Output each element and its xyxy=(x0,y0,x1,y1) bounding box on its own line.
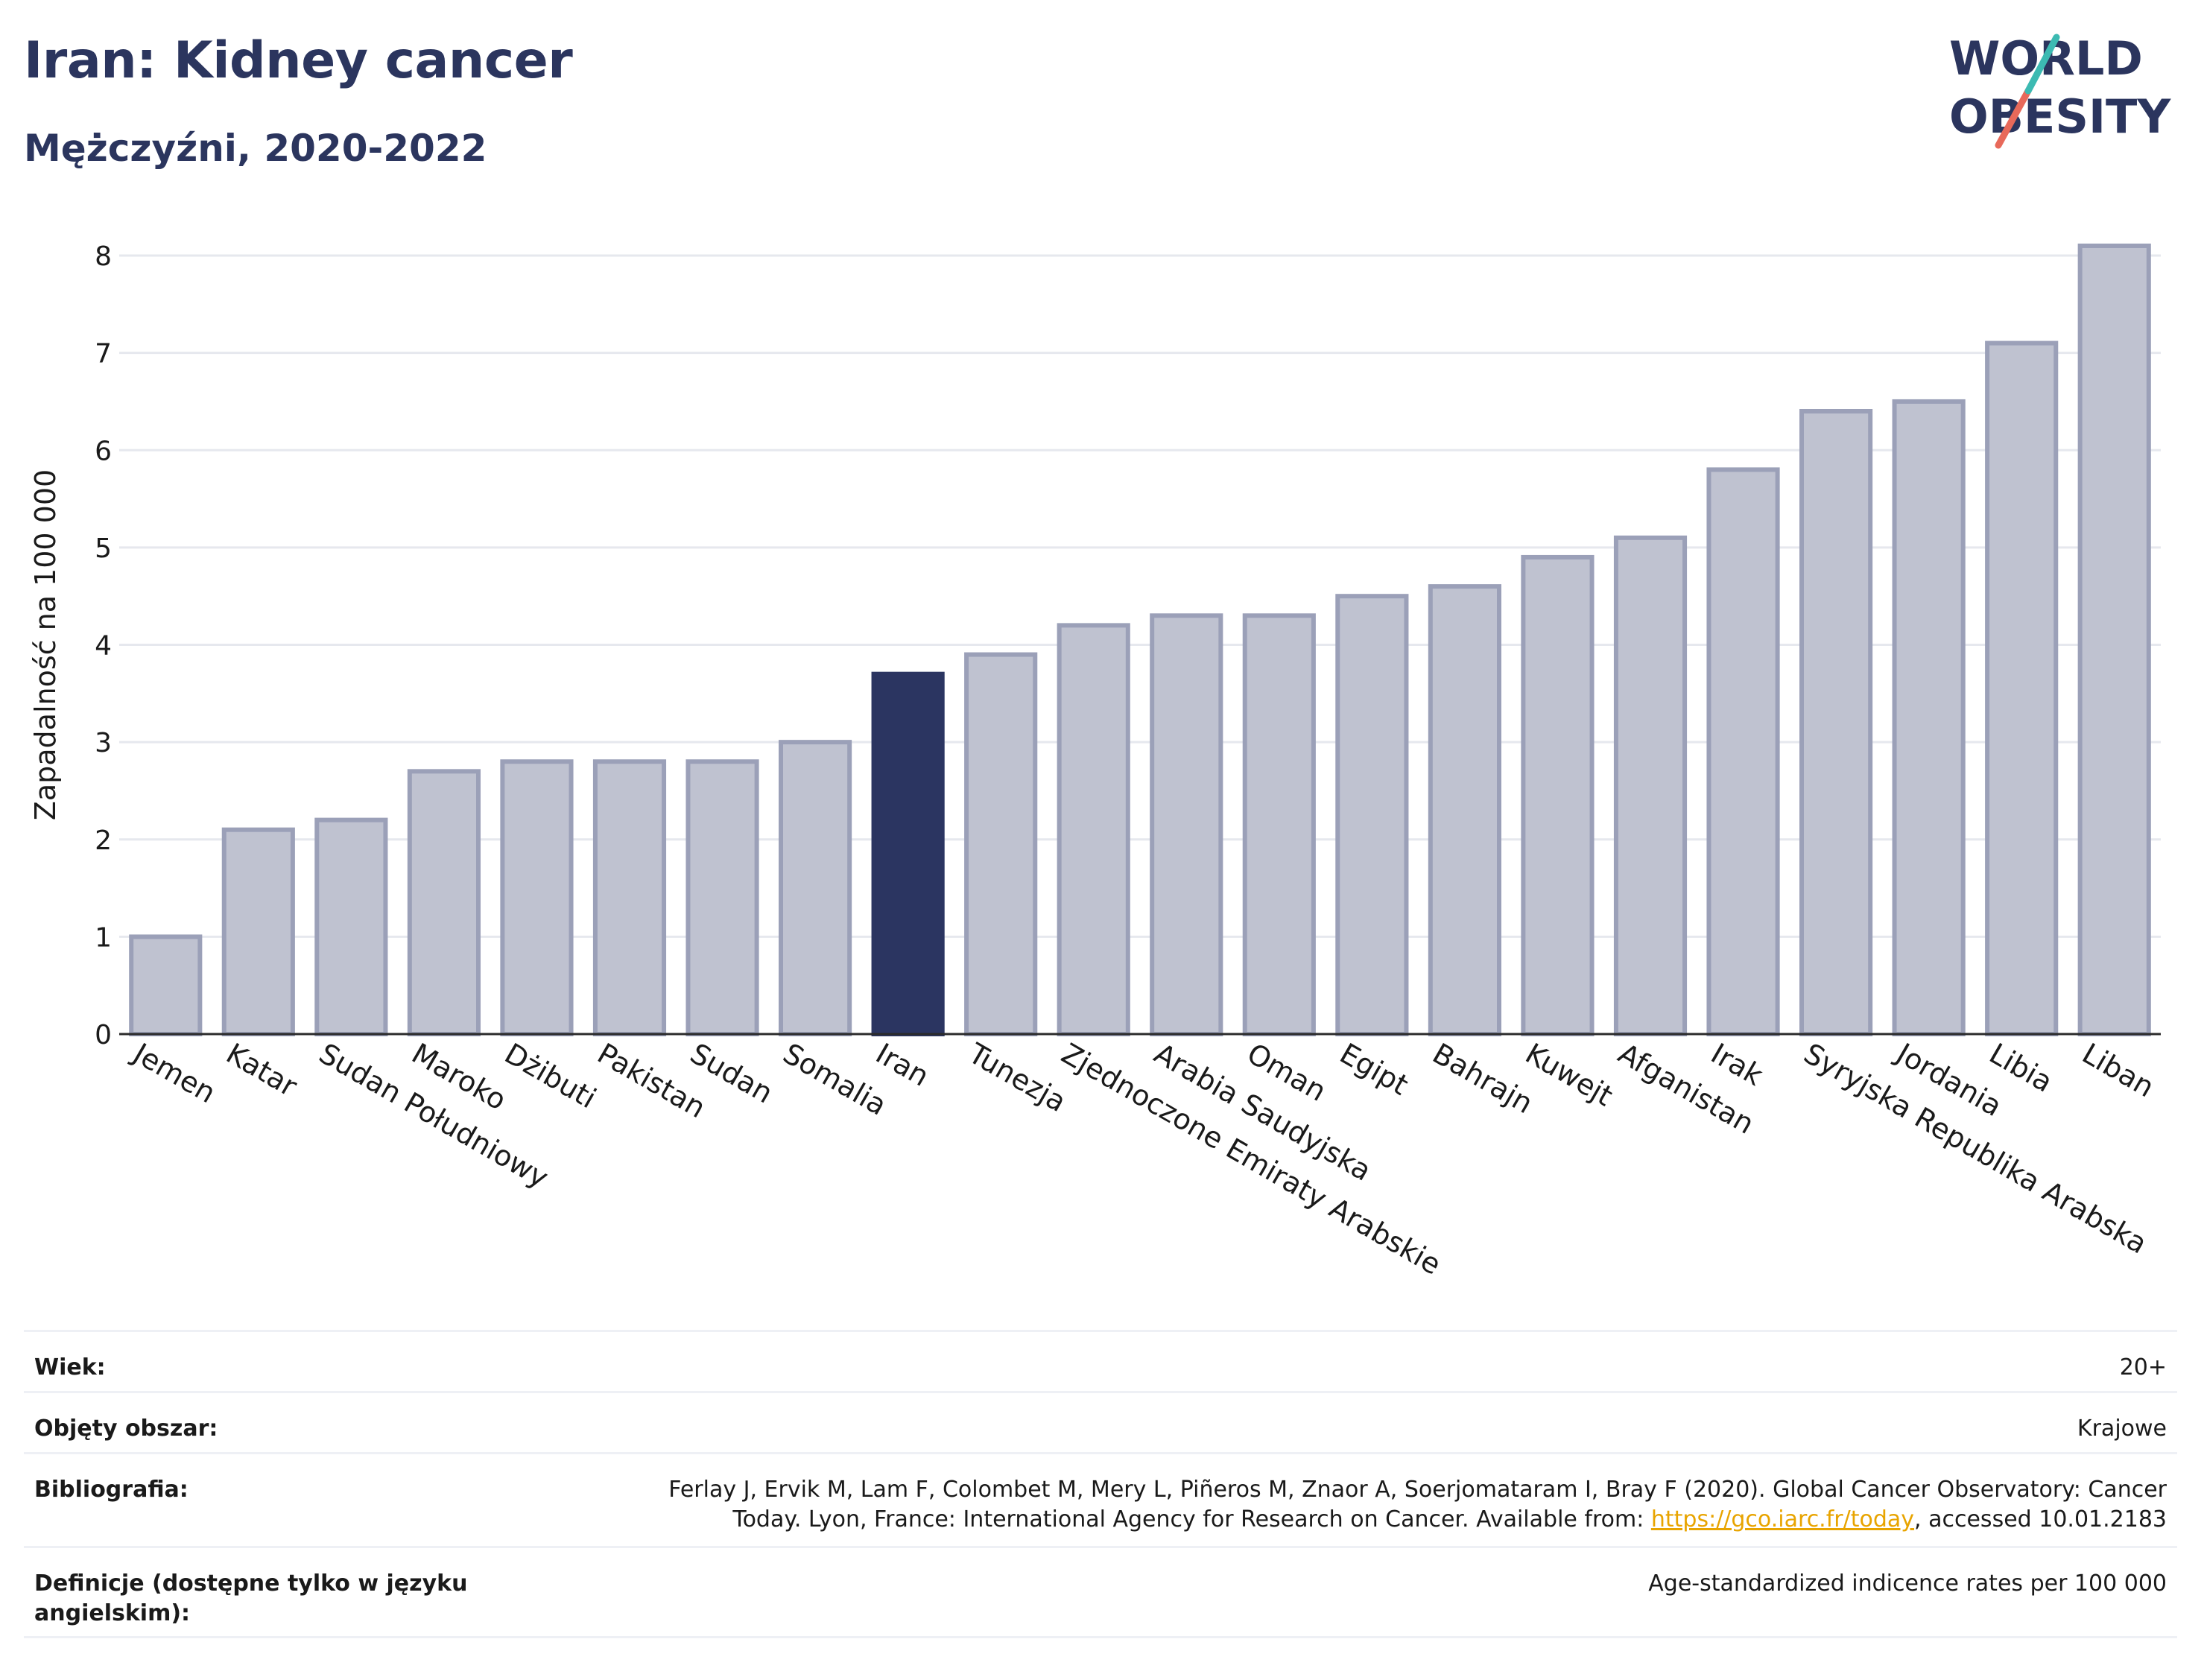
x-tick-label: Jemen xyxy=(127,1036,221,1110)
x-tick-label: Somalia xyxy=(778,1037,893,1122)
bar-somalia[interactable] xyxy=(779,740,852,1036)
meta-row-definitions: Definicje (dostępne tylko w języku angie… xyxy=(24,1546,2177,1638)
bar-syryjska-republika-arabska[interactable] xyxy=(1799,409,1873,1036)
bars xyxy=(129,243,2151,1036)
y-axis-label: Zapadalność na 100 000 xyxy=(29,469,62,820)
bar-jemen[interactable] xyxy=(129,934,203,1036)
bar-arabia-saudyjska[interactable] xyxy=(1150,613,1223,1036)
metadata-table: Wiek: 20+ Objęty obszar: Krajowe Bibliog… xyxy=(24,1330,2177,1638)
y-tick-label: 0 xyxy=(95,1020,112,1050)
meta-row-bibliography: Bibliografia: Ferlay J, Ervik M, Lam F, … xyxy=(24,1452,2177,1546)
page-subtitle: Mężczyźni, 2020-2022 xyxy=(24,127,487,170)
bar-dżibuti[interactable] xyxy=(500,759,574,1036)
x-tick-label: Bahrajn xyxy=(1427,1037,1538,1120)
bar-afganistan[interactable] xyxy=(1613,535,1688,1036)
y-axis-ticks: 0 1 2 3 4 5 6 7 8 xyxy=(95,241,112,1050)
bibliography-label: Bibliografia: xyxy=(34,1477,189,1503)
y-tick-label: 5 xyxy=(95,533,112,564)
bibliography-text-pre: Today. Lyon, France: International Agenc… xyxy=(732,1506,1651,1532)
x-tick-label: Iran xyxy=(870,1037,934,1093)
x-tick-label: Egipt xyxy=(1334,1037,1414,1102)
y-tick-label: 3 xyxy=(95,728,112,758)
bar-libia[interactable] xyxy=(1985,340,2059,1036)
bibliography-line-2: Today. Lyon, France: International Agenc… xyxy=(668,1505,2167,1535)
bar-zjednoczone-emiraty-arabskie[interactable] xyxy=(1057,623,1130,1036)
bar-chart: 0 1 2 3 4 5 6 7 8 Jemen Katar Sudan PołudniowyMaro… xyxy=(29,241,2161,1281)
bibliography-line-1: Ferlay J, Ervik M, Lam F, Colombet M, Me… xyxy=(668,1477,2167,1503)
meta-row-coverage: Objęty obszar: Krajowe xyxy=(24,1391,2177,1452)
meta-row-age: Wiek: 20+ xyxy=(24,1330,2177,1391)
bar-sudan[interactable] xyxy=(685,759,759,1036)
bar-bahrajn[interactable] xyxy=(1428,584,1501,1036)
y-tick-label: 2 xyxy=(95,825,112,856)
bar-maroko[interactable] xyxy=(407,769,481,1036)
coverage-value: Krajowe xyxy=(2077,1416,2167,1442)
bar-irak[interactable] xyxy=(1706,467,1780,1036)
x-tick-label: Liban xyxy=(2077,1037,2159,1104)
coverage-label: Objęty obszar: xyxy=(34,1416,218,1442)
x-tick-label: Kuwejt xyxy=(1520,1037,1618,1113)
x-axis-ticks: Jemen Katar Sudan PołudniowyMarokoDżibutiP… xyxy=(127,1036,2160,1281)
bar-jordania[interactable] xyxy=(1892,399,1966,1036)
bar-tunezja[interactable] xyxy=(964,652,1038,1036)
bar-kuwejt[interactable] xyxy=(1521,554,1595,1036)
definitions-label: Definicje (dostępne tylko w języku angie… xyxy=(34,1570,468,1626)
bibliography-text-post: , accessed 10.01.2183 xyxy=(1914,1506,2167,1532)
bar-iran[interactable] xyxy=(871,671,945,1036)
logo-slash-coral xyxy=(1995,87,2032,149)
bar-egipt[interactable] xyxy=(1335,594,1409,1036)
age-label: Wiek: xyxy=(34,1354,106,1381)
bar-oman[interactable] xyxy=(1242,613,1316,1036)
bibliography-link[interactable]: https://gco.iarc.fr/today xyxy=(1650,1506,1915,1532)
x-tick-label: Dżibuti xyxy=(499,1037,602,1115)
y-tick-label: 1 xyxy=(95,922,112,953)
y-tick-label: 4 xyxy=(95,631,112,662)
logo-text-obesity: OBESITY xyxy=(1949,89,2171,144)
bibliography-value: Ferlay J, Ervik M, Lam F, Colombet M, Me… xyxy=(668,1475,2167,1535)
definitions-value: Age-standardized indicence rates per 100… xyxy=(1648,1570,2167,1597)
y-tick-label: 6 xyxy=(95,436,112,466)
bar-sudan-południowy[interactable] xyxy=(314,817,388,1036)
logo-slash-teal xyxy=(2024,34,2060,95)
x-tick-label: Irak xyxy=(1706,1037,1768,1092)
world-obesity-logo: WORLD OBESITY xyxy=(1949,31,2171,149)
bar-katar[interactable] xyxy=(221,827,295,1036)
x-tick-label: Katar xyxy=(221,1037,303,1103)
bar-liban[interactable] xyxy=(2077,243,2151,1036)
x-tick-label: Tunezja xyxy=(963,1036,1072,1118)
y-tick-label: 7 xyxy=(95,339,112,370)
bar-pakistan[interactable] xyxy=(592,759,667,1036)
page-title: Iran: Kidney cancer xyxy=(24,31,573,90)
y-tick-label: 8 xyxy=(95,241,112,272)
age-value: 20+ xyxy=(2119,1354,2167,1381)
